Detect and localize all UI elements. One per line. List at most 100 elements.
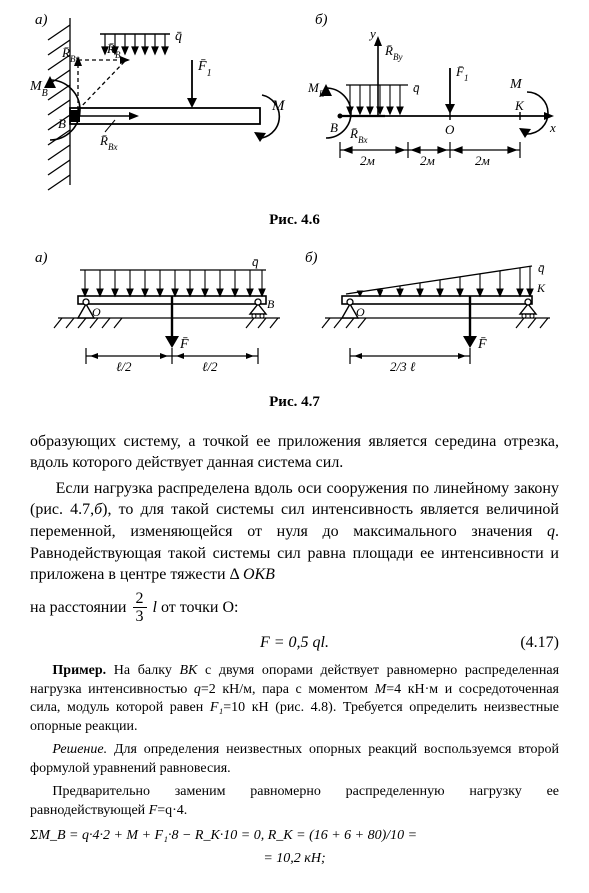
dim2: 2м (420, 153, 435, 168)
p1b-tri: OKB (243, 566, 275, 583)
label-F-47a: F̄ (179, 337, 189, 352)
x-arrow (544, 112, 554, 120)
eq-result-line: = 10,2 кН; (30, 850, 559, 869)
label-F1-left: F̄1 (197, 59, 212, 79)
page-root: a) B MB (0, 0, 589, 893)
label-RBx-right: R̄Bx (349, 126, 367, 145)
fig46-label-b: б) (315, 12, 328, 28)
arrow-RB (120, 56, 130, 64)
ex-q: q (194, 682, 201, 697)
label-RBx: R̄Bx (99, 133, 117, 152)
fig47-label-a: a) (35, 250, 48, 266)
solution-para-1: Решение. Для определения неизвестных опо… (30, 741, 559, 779)
eq-4-17: F = 0,5 ql. (90, 632, 499, 654)
solution-para-2: Предварительно заменим равномерно распре… (30, 783, 559, 821)
label-F1-right: F̄1 (455, 64, 468, 83)
label-RBy-right: R̄By (384, 43, 402, 62)
example-label: Пример. (52, 663, 106, 678)
eq-sum-line: ΣM_B = q·4·2 + M + F₁·8 − R_K·10 = 0, R_… (30, 827, 559, 846)
label-q-47b: q̄ (538, 260, 545, 275)
hinge-B-47a (255, 299, 261, 305)
hinge-O-47a (83, 299, 89, 305)
sol-b: Предварительно заменим равномерно распре… (30, 784, 559, 818)
frac-num: 2 (133, 590, 147, 609)
fig46-label-a: a) (35, 12, 48, 28)
sol-F: F (149, 803, 158, 818)
label-K-47b: K (536, 281, 546, 295)
figure-4-6-svg: a) B MB (30, 10, 559, 195)
ex-BK: BK (179, 663, 197, 678)
fig47-label-b: б) (305, 250, 318, 266)
solution-label: Решение. (52, 742, 107, 757)
eq-4-17-row: F = 0,5 ql. (4.17) (30, 632, 559, 654)
ex-F1: F₁ (210, 700, 223, 715)
dim1: 2м (360, 153, 375, 168)
tri-arrows (358, 266, 534, 296)
sol-a: Для определения неизвестных опорных реак… (30, 742, 559, 776)
label-B-47a: B (267, 297, 275, 311)
label-K-right: K (514, 98, 525, 113)
label-M-right: M (509, 77, 523, 92)
para-1a: образующих систему, а точкой ее приложен… (30, 431, 559, 474)
label-y: y (368, 26, 376, 41)
figure-4-7-caption: Рис. 4.7 (30, 392, 559, 412)
moment-MB-arrow-left (44, 76, 56, 88)
eq-sum: ΣM_B = q·4·2 + M + F₁·8 − R_K·10 = 0, R_… (30, 828, 417, 843)
p2-c: от точки O: (161, 599, 239, 616)
label-MB-right: MB (307, 80, 325, 99)
figure-4-7-svg: a) O B (30, 248, 559, 378)
dimR-47a: ℓ/2 (202, 359, 218, 374)
F-arrow-47a (165, 336, 179, 348)
label-O-right: O (445, 122, 455, 137)
label-O-47a: O (92, 305, 101, 319)
eq-4-17-num: (4.17) (499, 632, 559, 654)
q-arrows-47a (82, 270, 265, 296)
label-B-right: B (330, 120, 338, 135)
RB-dashed (78, 60, 126, 110)
hinge-O-47b (347, 299, 353, 305)
hinge-K-47b (525, 299, 531, 305)
moment-M-arrow-right (519, 128, 531, 138)
q-arrows-right (347, 85, 403, 114)
label-q-47a: q̄ (252, 254, 259, 269)
para-1b: Если нагрузка распределена вдоль оси соо… (30, 478, 559, 586)
sol-c: =q·4. (157, 803, 187, 818)
figure-4-6: a) B MB (30, 10, 559, 230)
wall-hatch-left (48, 18, 70, 190)
frac-den: 3 (133, 608, 147, 626)
F1-arrow-left (187, 98, 197, 108)
ground-right (322, 318, 550, 328)
figure-4-7: a) O B (30, 248, 559, 413)
eq-result: = 10,2 кН; (263, 851, 325, 866)
F-arrow-47b (463, 336, 477, 348)
p1b-q: q (547, 523, 555, 540)
example-para: Пример. На балку BK с двумя опорами дейс… (30, 662, 559, 738)
dim-47b: 2/3 ℓ (390, 359, 416, 374)
ex-M: M (375, 682, 387, 697)
label-F-47b: F̄ (477, 337, 487, 352)
p2-a: на расстоянии (30, 599, 131, 616)
p1b-italic: б (94, 501, 102, 518)
label-q-left: q̄ (175, 29, 182, 44)
label-B-left: B (58, 116, 66, 131)
figure-4-6-caption: Рис. 4.6 (30, 210, 559, 230)
dim3: 2м (475, 153, 490, 168)
ex-c: =2 кН/м, пара с момен­том (201, 682, 375, 697)
roller-c2b (530, 314, 534, 318)
para-2: на расстоянии 23 l от точки O: (30, 590, 559, 626)
label-M-left: M (271, 98, 286, 114)
beam-47b (342, 296, 532, 304)
label-O-47b: O (356, 305, 365, 319)
p2-l: l (149, 599, 161, 616)
roller-circ2 (260, 314, 264, 318)
p1b-mid: ), то для такой системы сил интенсивност… (30, 501, 559, 540)
para-1a-text: образующих систему, а точкой ее приложен… (30, 433, 559, 472)
ground-left (54, 318, 280, 328)
dimL-47a: ℓ/2 (116, 359, 132, 374)
frac-2-3: 23 (133, 590, 147, 626)
ex-a: На балку (106, 663, 179, 678)
roller-circ1 (252, 314, 256, 318)
label-x: x (549, 120, 556, 135)
label-MB-left: MB (30, 79, 48, 99)
label-q-right: q̄ (413, 80, 420, 95)
